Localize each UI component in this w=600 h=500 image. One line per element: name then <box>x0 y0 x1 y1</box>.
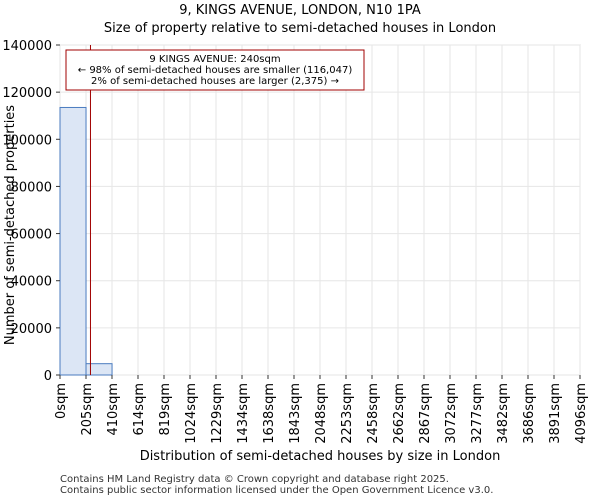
y-tick-label: 120000 <box>2 86 52 101</box>
y-tick-label: 20000 <box>11 322 52 337</box>
footer-line-1: Contains HM Land Registry data © Crown c… <box>60 474 449 485</box>
x-tick-label: 1434sqm <box>236 383 251 444</box>
y-tick-label: 80000 <box>11 180 52 195</box>
x-tick-label: 819sqm <box>158 383 173 436</box>
x-tick-label: 2867sqm <box>418 383 433 444</box>
chart-title: 9, KINGS AVENUE, LONDON, N10 1PA <box>179 3 421 18</box>
y-tick-label: 40000 <box>11 275 52 290</box>
annotation-box: 9 KINGS AVENUE: 240sqm ← 98% of semi-det… <box>65 49 365 91</box>
y-tick-label: 100000 <box>2 133 52 148</box>
x-tick-label: 410sqm <box>106 383 121 436</box>
y-axis: 0 20000 40000 60000 80000 100000 120000 140000 <box>2 39 60 384</box>
x-tick-label: 2253sqm <box>340 383 355 444</box>
annotation-line-2: ← 98% of semi-detached houses are smalle… <box>78 65 353 76</box>
chart-subtitle: Size of property relative to semi-detach… <box>104 21 496 36</box>
y-tick-label: 60000 <box>11 228 52 243</box>
x-tick-label: 205sqm <box>80 383 95 436</box>
x-tick-label: 2662sqm <box>392 383 407 444</box>
x-axis: 0sqm 205sqm 410sqm 614sqm 819sqm 1024sqm 1229s… <box>54 375 589 444</box>
x-tick-label: 1638sqm <box>262 383 277 444</box>
annotation-line-1: 9 KINGS AVENUE: 240sqm <box>149 54 280 65</box>
x-tick-label: 3482sqm <box>496 383 511 444</box>
x-tick-label: 1024sqm <box>184 383 199 444</box>
x-tick-label: 3686sqm <box>522 383 537 444</box>
x-tick-label: 3072sqm <box>444 383 459 444</box>
x-tick-label: 0sqm <box>54 383 69 419</box>
x-tick-label: 3277sqm <box>470 383 485 444</box>
histogram-bar <box>59 106 87 376</box>
x-tick-label: 1843sqm <box>288 383 303 444</box>
x-tick-label: 4096sqm <box>574 383 589 444</box>
y-tick-label: 140000 <box>2 39 52 54</box>
x-tick-label: 2458sqm <box>366 383 381 444</box>
histogram-bar <box>85 363 113 376</box>
grid <box>59 44 581 376</box>
footer-line-2: Contains public sector information licen… <box>60 485 494 496</box>
bars <box>59 106 113 376</box>
x-tick-label: 2048sqm <box>314 383 329 444</box>
y-tick-label: 0 <box>44 369 52 384</box>
x-axis-label: Distribution of semi-detached houses by … <box>140 449 501 464</box>
annotation-line-3: 2% of semi-detached houses are larger (2… <box>91 76 339 87</box>
x-tick-label: 3891sqm <box>548 383 563 444</box>
x-tick-label: 614sqm <box>132 383 147 436</box>
x-tick-label: 1229sqm <box>210 383 225 444</box>
y-axis-label: Number of semi-detached properties <box>3 105 18 345</box>
